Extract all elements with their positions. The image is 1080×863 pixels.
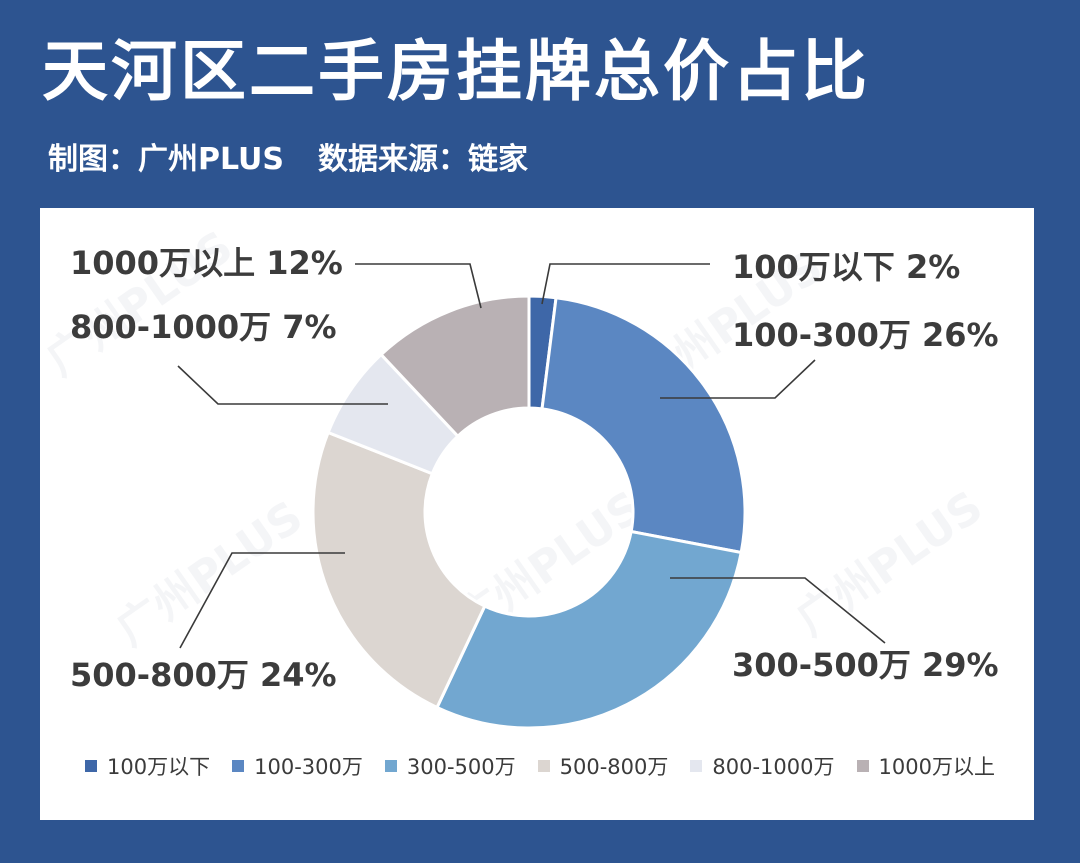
maker-credit: 制图：广州PLUS <box>48 142 285 177</box>
data-label-2: 300-500万 29% <box>732 646 999 684</box>
donut-slice-1 <box>540 296 747 555</box>
legend-swatch-5 <box>856 760 869 772</box>
callout-line-1 <box>660 359 816 399</box>
legend-item-1: 100-300万 <box>232 751 363 781</box>
donut-chart: 100万以下 2% 100-300万 26% 300-500万 29% 500-800… <box>70 244 999 730</box>
legend-item-5: 1000万以上 <box>856 751 995 781</box>
chart-panel: 广州PLUS 广州PLUS 广州PLUS 广州PLUS 广州PLUS 100万以… <box>40 208 1034 820</box>
legend-item-2: 300-500万 <box>384 751 516 781</box>
legend-label-5: 1000万以上 <box>878 755 995 779</box>
legend-item-4: 800-1000万 <box>690 751 835 781</box>
data-label-1: 100-300万 26% <box>732 316 999 354</box>
data-label-4: 800-1000万 7% <box>70 308 337 346</box>
legend-label-2: 300-500万 <box>406 755 516 779</box>
callout-line-2 <box>670 577 886 644</box>
legend-label-4: 800-1000万 <box>712 755 835 779</box>
page-title: 天河区二手房挂牌总价占比 <box>42 33 870 110</box>
callout-line-5 <box>355 263 482 309</box>
legend-item-3: 500-800万 <box>537 751 669 781</box>
data-source: 数据来源：链家 <box>318 142 529 177</box>
chart-legend: 100万以下 100-300万 300-500万 500-800万 800-1000万 1… <box>60 751 1020 781</box>
donut-slice-5 <box>379 294 531 439</box>
legend-label-1: 100-300万 <box>254 755 363 779</box>
legend-label-0: 100万以下 <box>107 755 211 779</box>
legend-swatch-1 <box>232 760 245 772</box>
legend-label-3: 500-800万 <box>559 755 669 779</box>
data-label-0: 100万以下 2% <box>732 248 960 286</box>
legend-item-0: 100万以下 <box>85 751 210 781</box>
legend-swatch-3 <box>537 760 550 772</box>
data-label-5: 1000万以上 12% <box>70 244 343 282</box>
legend-swatch-4 <box>690 760 703 772</box>
callout-line-0 <box>541 263 710 305</box>
donut-slice-3 <box>311 430 487 710</box>
data-label-3: 500-800万 24% <box>70 656 337 694</box>
callout-line-3 <box>179 552 345 649</box>
legend-swatch-2 <box>384 760 397 772</box>
donut-slice-2 <box>435 529 743 730</box>
callout-line-4 <box>177 365 388 405</box>
legend-swatch-0 <box>85 760 98 772</box>
subtitle: 制图：广州PLUS 数据来源：链家 <box>48 134 528 178</box>
